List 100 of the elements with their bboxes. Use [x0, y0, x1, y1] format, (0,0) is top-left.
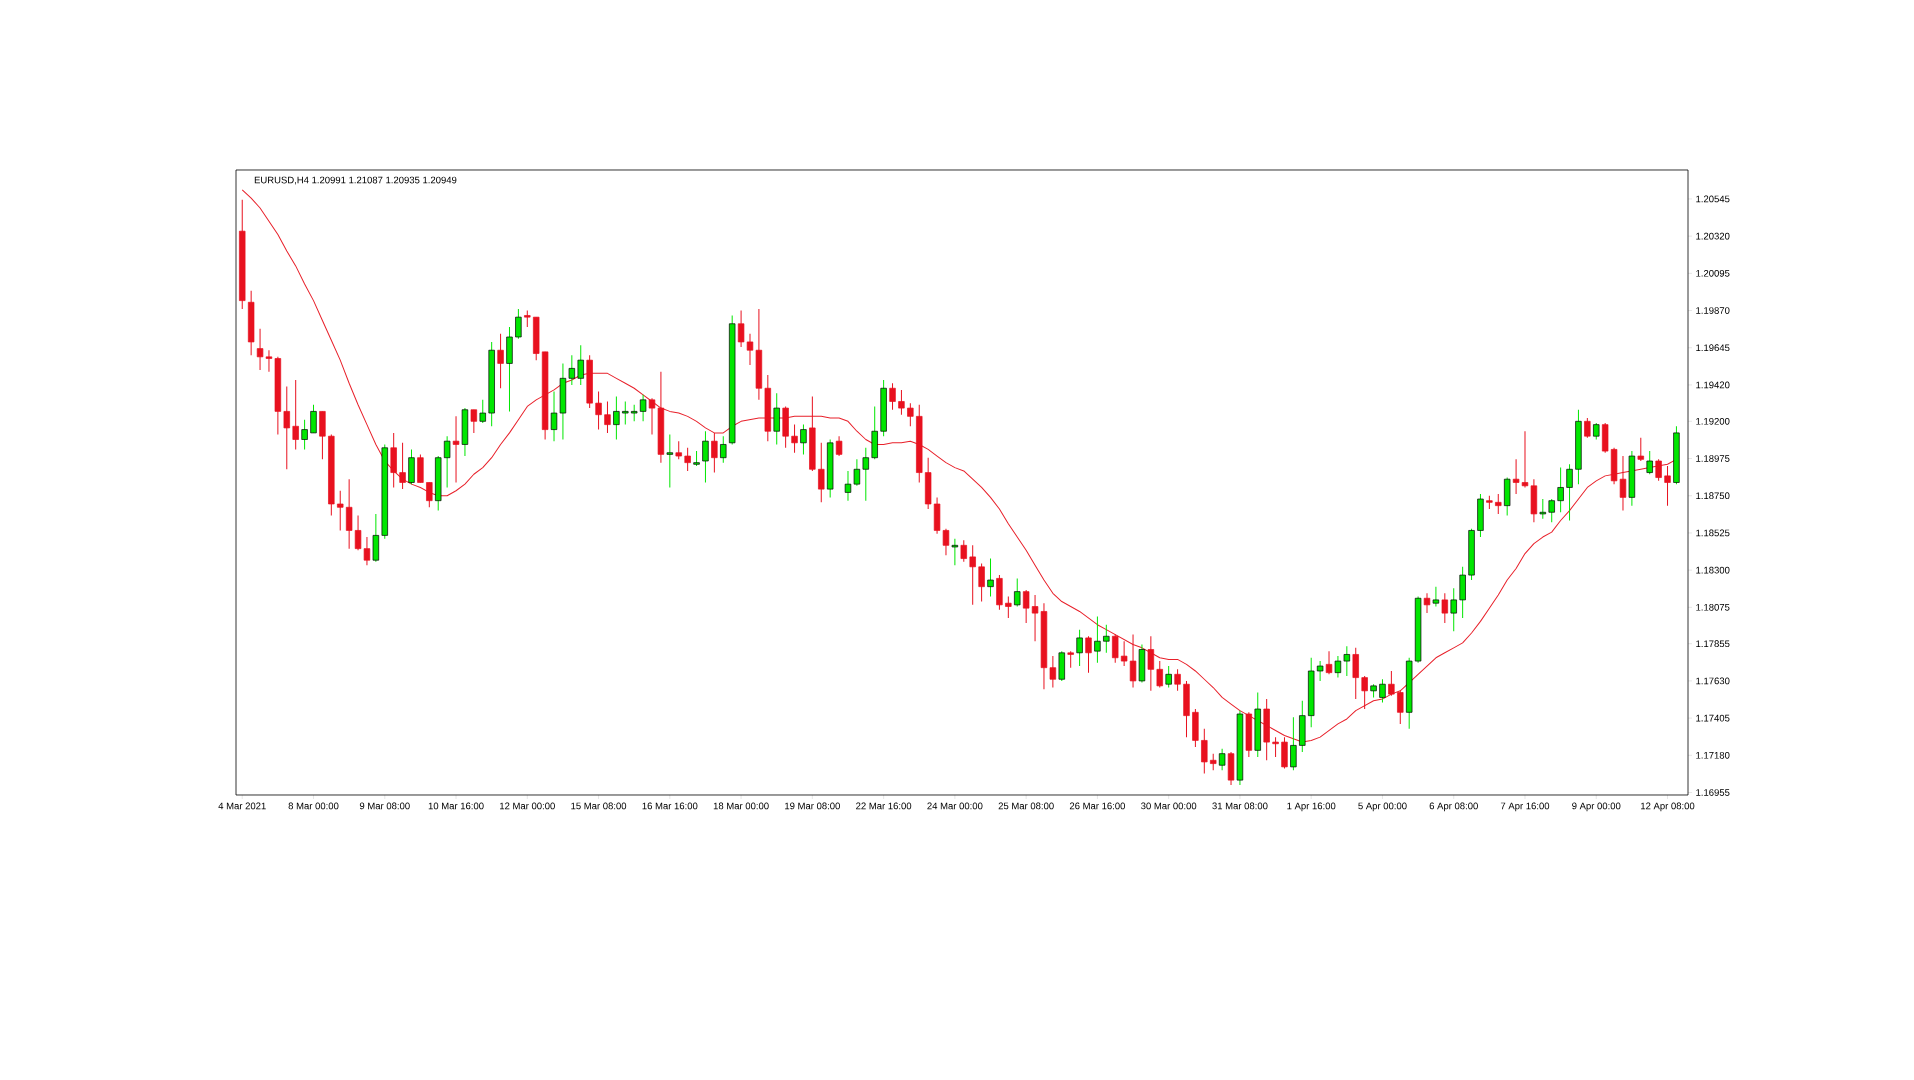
candlestick	[1316, 660, 1324, 682]
x-tick-label: 31 Mar 08:00	[1212, 802, 1268, 810]
candlestick	[613, 396, 620, 441]
x-tick-label: 15 Mar 08:00	[571, 802, 627, 810]
candlestick	[711, 432, 718, 474]
candlestick	[835, 435, 843, 457]
candlestick	[399, 442, 406, 490]
x-tick-label: 9 Apr 00:00	[1572, 802, 1621, 812]
y-tick-label: 1.17180	[1696, 751, 1730, 759]
candlestick	[1085, 635, 1092, 674]
x-tick-label: 5 Apr 00:00	[1358, 802, 1407, 812]
candlestick	[1022, 589, 1030, 624]
candlestick	[1352, 647, 1359, 700]
x-tick-label: 24 Mar 00:00	[927, 802, 983, 810]
x-tick-label: 8 Mar 00:00	[288, 802, 339, 810]
candlestick	[1397, 690, 1404, 725]
candlestick	[1664, 465, 1671, 507]
candlestick	[1539, 498, 1547, 520]
y-tick-label: 1.17405	[1696, 714, 1730, 722]
candlestick	[1637, 437, 1644, 462]
candlestick	[1432, 586, 1440, 608]
x-tick-label: 12 Mar 00:00	[500, 802, 555, 810]
candlestick	[702, 430, 709, 483]
candlestick	[969, 544, 976, 606]
candlestick	[345, 478, 353, 550]
candlestick	[907, 402, 914, 427]
x-tick-label: 30 Mar 00:00	[1141, 802, 1197, 810]
x-tick-label: 7 Apr 16:00	[1500, 802, 1550, 812]
candlestick	[577, 344, 584, 386]
candlestick	[639, 394, 647, 422]
x-tick-label: 4 Mar 2021	[218, 802, 266, 810]
candlestick	[862, 447, 869, 502]
candlestick	[1147, 635, 1155, 692]
candlestick	[951, 538, 959, 566]
candlestick	[1005, 596, 1012, 619]
candlestick	[675, 440, 682, 460]
text: EURUSD,H4 1.20991 1.21087 1.20935 1.20949	[254, 176, 457, 185]
x-tick-label: 10 Mar 16:00	[428, 802, 484, 810]
candlestick	[1646, 450, 1653, 475]
candlestick	[1120, 640, 1128, 667]
candlestick	[1584, 417, 1591, 439]
candlestick	[1112, 634, 1119, 664]
candlestick	[452, 415, 460, 483]
candlestick	[1450, 587, 1457, 632]
candlestick	[515, 308, 522, 340]
candlestick	[844, 470, 852, 502]
candlestick	[1557, 467, 1564, 513]
candlestick	[1094, 615, 1101, 664]
candlestick	[292, 379, 299, 450]
candlestick	[470, 409, 478, 434]
x-tick-label: 22 Mar 16:00	[856, 802, 912, 810]
candlestick	[604, 400, 611, 434]
y-tick-label: 1.17630	[1696, 677, 1730, 685]
candlestick	[595, 391, 602, 431]
candlestick	[666, 434, 674, 488]
candlestick	[1156, 660, 1163, 689]
y-tick-label: 1.19645	[1696, 344, 1730, 352]
candlestick	[1361, 675, 1368, 710]
candlestick	[497, 333, 504, 389]
candlestick	[1165, 665, 1172, 689]
candlestick	[426, 482, 433, 508]
candlestick	[443, 435, 451, 488]
candlestick	[898, 389, 905, 416]
candlestick	[1103, 624, 1110, 654]
x-tick-label: 1 Apr 16:00	[1287, 802, 1336, 812]
y-tick-label: 1.18975	[1696, 455, 1730, 462]
candlestick	[1343, 645, 1351, 677]
candlestick	[1049, 655, 1057, 689]
y-tick-label: 1.18750	[1696, 492, 1730, 500]
y-tick-label: 1.19870	[1696, 307, 1730, 314]
candlestick	[987, 558, 994, 598]
candlestick	[1014, 577, 1021, 608]
candlestick	[773, 392, 780, 445]
candlestick	[1423, 592, 1431, 614]
candlestick	[1325, 650, 1333, 675]
y-tick-label: 1.20320	[1696, 232, 1730, 240]
candlestick	[1495, 493, 1502, 515]
candlestick	[283, 386, 290, 470]
candlestick	[1129, 634, 1137, 689]
candlestick	[1076, 629, 1083, 667]
candlestick	[1441, 592, 1449, 624]
candlestick	[1388, 670, 1395, 697]
candlestick	[1548, 498, 1555, 523]
candlestick	[1201, 728, 1208, 774]
x-tick-label: 19 Mar 08:00	[785, 802, 840, 810]
x-tick-label: 12 Apr 08:00	[1641, 802, 1695, 812]
candlestick	[818, 442, 825, 503]
candlestick	[568, 354, 576, 386]
candlestick	[337, 490, 344, 531]
y-tick-label: 1.18300	[1696, 566, 1730, 574]
candlestick	[800, 424, 807, 455]
y-tick-label: 1.18075	[1696, 603, 1730, 611]
y-tick-label: 1.19420	[1696, 381, 1730, 389]
candlestick	[1566, 463, 1573, 522]
candlestick	[853, 458, 861, 487]
x-tick-label: 25 Mar 08:00	[998, 802, 1054, 810]
candlestick	[1174, 668, 1181, 692]
candlestick	[960, 539, 967, 563]
y-tick-label: 1.20545	[1696, 195, 1730, 203]
candlestick	[1290, 716, 1297, 771]
